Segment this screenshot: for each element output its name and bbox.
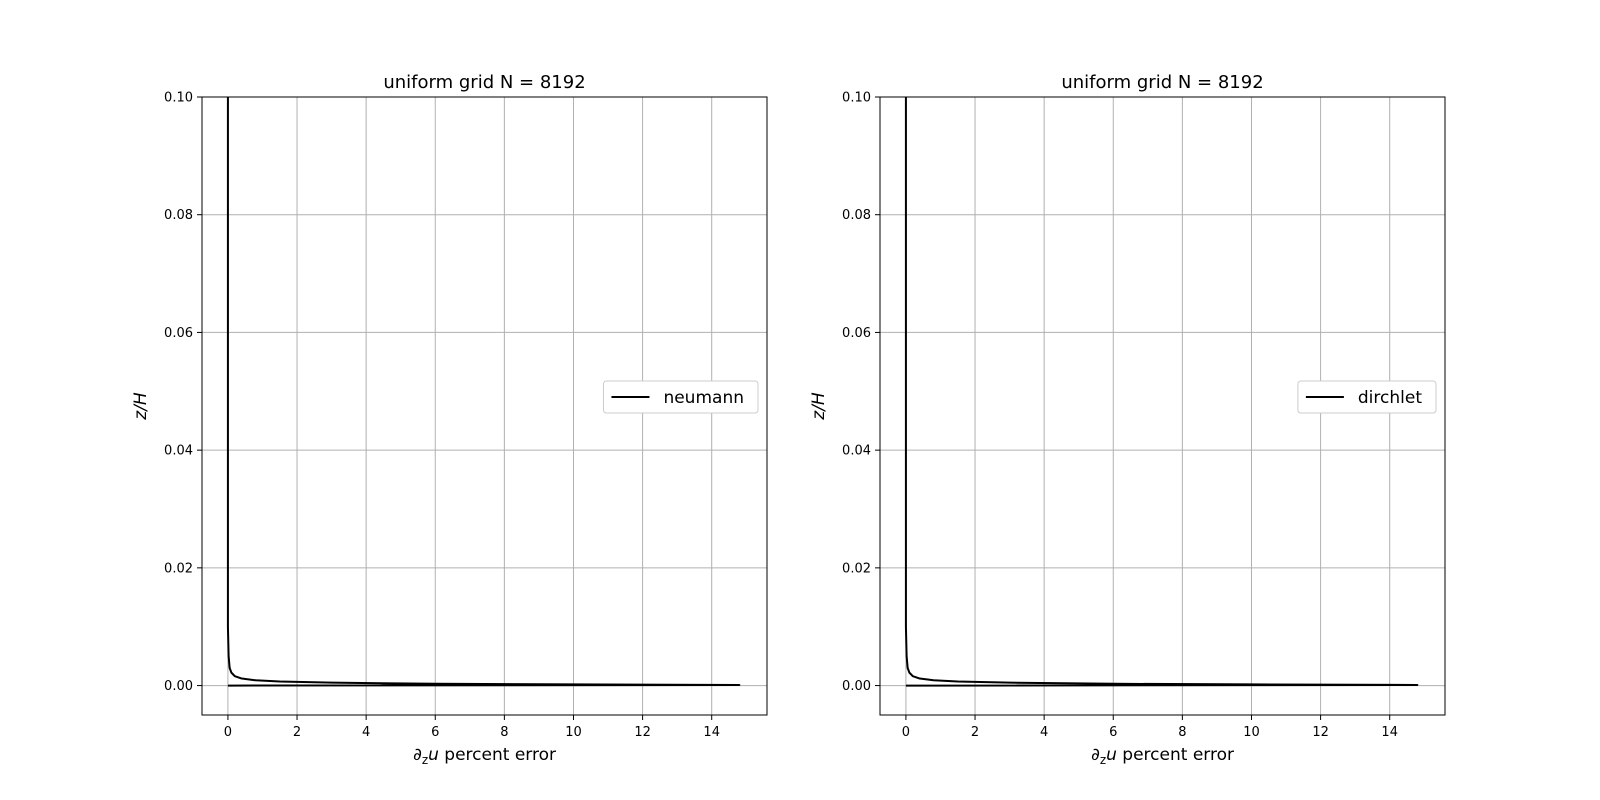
y-tick-label: 0.02: [842, 561, 871, 576]
x-tick-label: 8: [1178, 725, 1186, 740]
legend-box: [1297, 380, 1437, 414]
y-tick-label: 0.02: [164, 561, 193, 576]
y-tick-label: 0.00: [164, 679, 193, 694]
series: [904, 97, 1419, 687]
legend-label: dirchlet: [1358, 388, 1422, 408]
x-ticks: 0 2 4 6 8 10 12 14: [224, 715, 720, 740]
legend: neumann: [602, 380, 759, 414]
x-ticks: 0 2 4 6 8 10 12 14: [902, 715, 1398, 740]
x-tick-label: 14: [1381, 725, 1398, 740]
right-chart-panel: 0 2 4 6 8 10 12 14 0.00 0.02 0.04 0.06 0.08 0.10 uni…: [809, 72, 1446, 767]
x-tick-label: 14: [703, 725, 720, 740]
x-tick-label: 6: [431, 725, 439, 740]
series-line-dirchlet: [904, 97, 1419, 687]
y-tick-label: 0.04: [842, 444, 871, 459]
y-tick-label: 0.04: [164, 444, 193, 459]
x-tick-label: 4: [362, 725, 370, 740]
x-tick-label: 12: [1312, 725, 1329, 740]
x-tick-label: 2: [293, 725, 301, 740]
y-tick-label: 0.10: [842, 91, 871, 106]
x-axis-label: ∂zu percent error: [413, 745, 556, 767]
y-tick-label: 0.06: [842, 326, 871, 341]
y-tick-label: 0.10: [164, 91, 193, 106]
y-tick-label: 0.08: [164, 208, 193, 223]
y-tick-label: 0.00: [842, 679, 871, 694]
x-tick-label: 4: [1040, 725, 1048, 740]
x-tick-label: 12: [634, 725, 651, 740]
x-tick-label: 6: [1109, 725, 1117, 740]
y-ticks: 0.00 0.02 0.04 0.06 0.08 0.10: [842, 91, 880, 694]
x-tick-label: 10: [1243, 725, 1260, 740]
chart-title: uniform grid N = 8192: [383, 72, 585, 93]
plot-frame: [879, 96, 1446, 716]
plot-frame: [201, 96, 768, 716]
x-tick-label: 0: [902, 725, 910, 740]
legend: dirchlet: [1297, 380, 1437, 414]
y-tick-label: 0.06: [164, 326, 193, 341]
legend-label: neumann: [663, 388, 744, 408]
y-axis-label: z/H: [809, 392, 829, 421]
y-tick-label: 0.08: [842, 208, 871, 223]
series: [226, 97, 741, 687]
x-tick-label: 10: [565, 725, 582, 740]
chart-title: uniform grid N = 8192: [1061, 72, 1263, 93]
series-line-neumann: [226, 97, 741, 687]
y-axis-label: z/H: [131, 392, 151, 421]
x-tick-label: 2: [971, 725, 979, 740]
legend-box: [602, 380, 759, 414]
x-tick-label: 8: [500, 725, 508, 740]
left-chart-panel: 0 2 4 6 8 10 12 14 0.00 0.02 0.04 0.06 0.08 0.10 uni…: [131, 72, 768, 767]
y-ticks: 0.00 0.02 0.04 0.06 0.08 0.10: [164, 91, 202, 694]
x-axis-label: ∂zu percent error: [1091, 745, 1234, 767]
x-tick-label: 0: [224, 725, 232, 740]
